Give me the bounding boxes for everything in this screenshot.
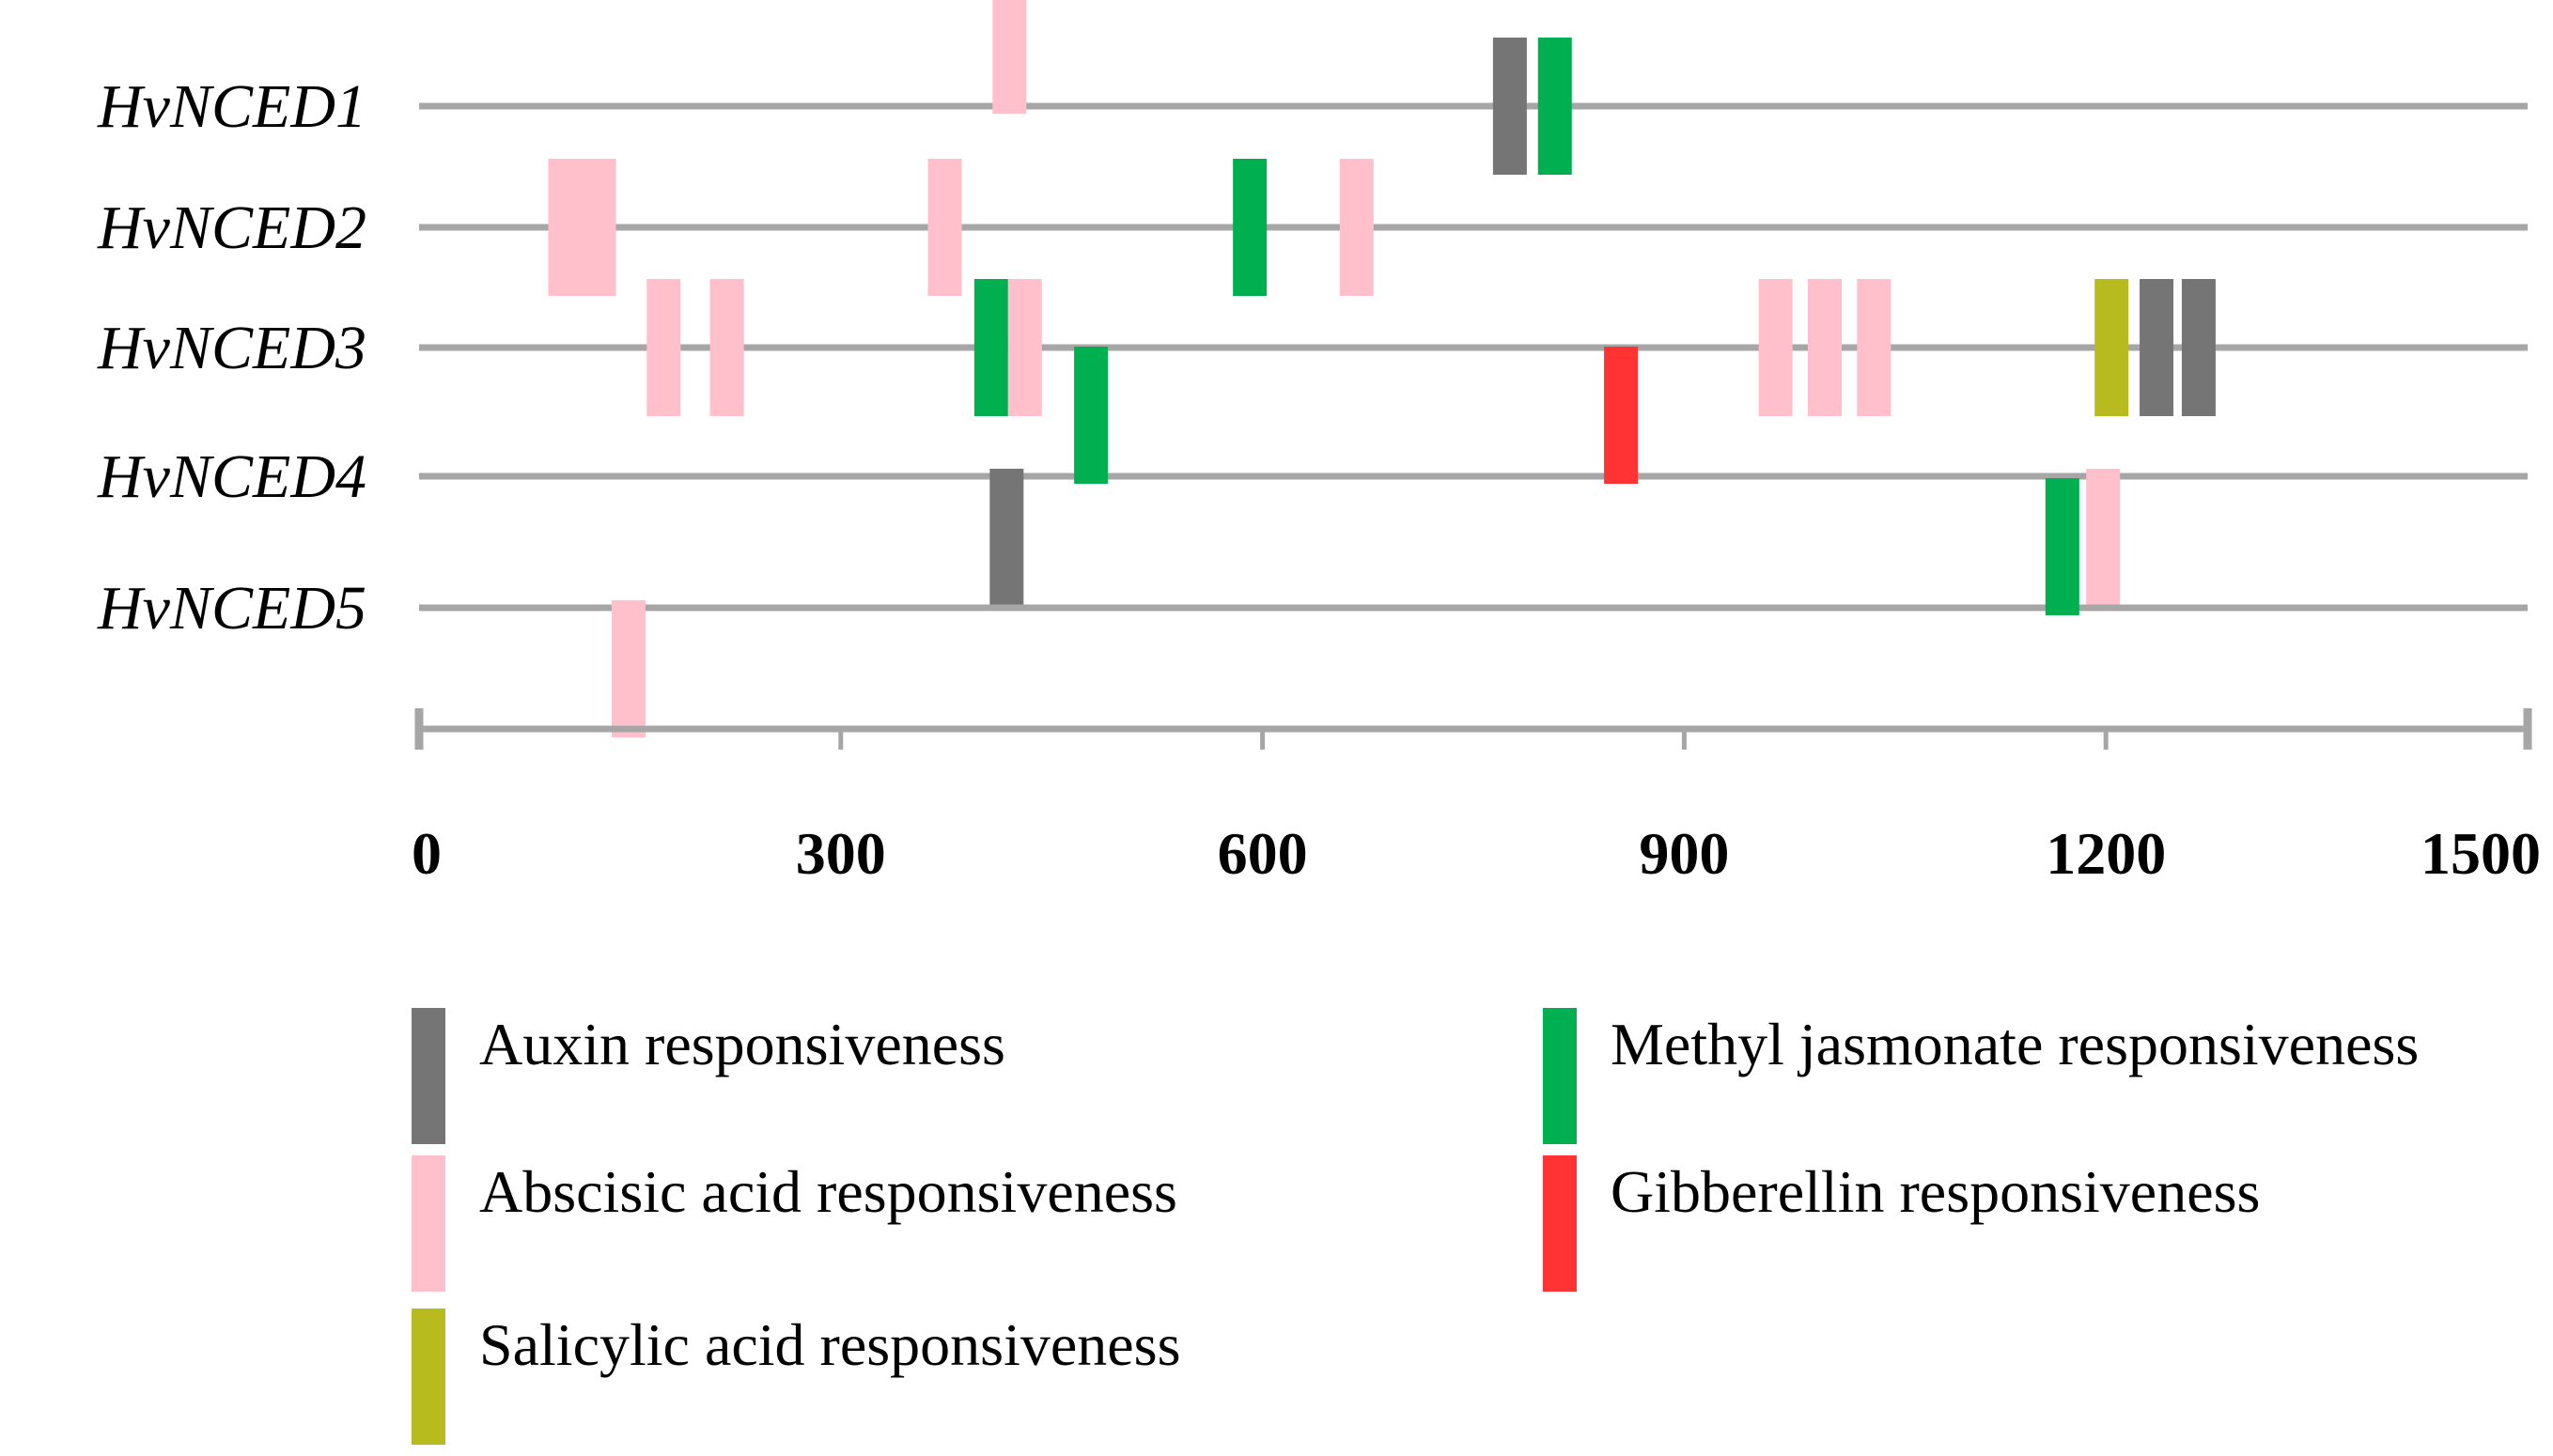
legend-item-sa: Salicylic acid responsiveness <box>412 1309 1180 1445</box>
cis-element-aba <box>709 279 744 416</box>
axis-tick-label: 1500 <box>2421 820 2541 887</box>
axis-tick-label: 300 <box>796 820 886 887</box>
gene-label: HvNCED4 <box>97 442 366 511</box>
cis-element-aba <box>646 279 681 416</box>
axis-tick-label: 900 <box>1639 820 1729 887</box>
gene-label: HvNCED3 <box>97 314 366 382</box>
cis-element-auxin <box>1492 38 1527 175</box>
gene-row: HvNCED2 <box>97 159 2528 296</box>
legend-swatch <box>412 1155 445 1292</box>
legend-label: Methyl jasmonate responsiveness <box>1611 1011 2419 1077</box>
axis-tick-label: 0 <box>412 820 442 887</box>
cis-element-aba <box>1857 279 1891 416</box>
cis-element-meja <box>973 279 1008 416</box>
legend-swatch <box>412 1008 445 1144</box>
legend-label: Auxin responsiveness <box>479 1011 1005 1077</box>
gene-row: HvNCED5 <box>97 478 2528 737</box>
legend-swatch <box>1543 1008 1577 1144</box>
axis-tick-label: 1200 <box>2046 820 2166 887</box>
legend-label: Salicylic acid responsiveness <box>479 1311 1180 1378</box>
cis-element-meja <box>1233 159 1268 296</box>
legend-label: Gibberellin responsiveness <box>1611 1158 2260 1225</box>
gene-label: HvNCED1 <box>97 72 366 141</box>
cis-element-auxin <box>2181 279 2216 416</box>
cis-element-aba <box>1758 279 1793 416</box>
position-axis: 0 300 600 900 1200 1500 <box>412 708 2541 887</box>
cis-element-aba <box>1339 159 1374 296</box>
cis-element-aba <box>1808 279 1842 416</box>
legend-item-ga: Gibberellin responsiveness <box>1543 1155 2260 1292</box>
cis-element-auxin <box>989 469 1024 606</box>
cis-element-meja <box>2045 478 2079 615</box>
legend: Auxin responsiveness Abscisic acid respon… <box>412 1008 2419 1445</box>
gene-tracks: HvNCED1 HvNCED2 HvNCED3 HvNCED4 HvNCED5 <box>97 0 2528 737</box>
gene-row: HvNCED3 <box>97 279 2528 416</box>
cis-element-aba <box>992 0 1027 114</box>
legend-item-auxin: Auxin responsiveness <box>412 1008 1005 1144</box>
legend-swatch <box>1543 1155 1577 1292</box>
cis-element-aba <box>1007 279 1042 416</box>
cis-element-sa <box>2094 279 2129 416</box>
gene-label: HvNCED5 <box>97 574 366 643</box>
cis-element-aba <box>2086 469 2121 606</box>
cis-element-aba <box>548 159 616 296</box>
legend-label: Abscisic acid responsiveness <box>479 1158 1177 1225</box>
axis-tick-label: 600 <box>1218 820 1308 887</box>
legend-swatch <box>412 1309 445 1445</box>
cis-element-aba <box>611 600 646 737</box>
legend-item-meja: Methyl jasmonate responsiveness <box>1543 1008 2419 1144</box>
legend-item-aba: Abscisic acid responsiveness <box>412 1155 1177 1292</box>
gene-row: HvNCED1 <box>97 0 2528 175</box>
cis-element-ga <box>1604 347 1639 484</box>
gene-label: HvNCED2 <box>97 194 366 262</box>
gene-row: HvNCED4 <box>97 347 2528 606</box>
cis-element-meja <box>1074 347 1109 484</box>
cis-element-aba <box>927 159 962 296</box>
cis-element-auxin <box>2140 279 2174 416</box>
cis-element-meja <box>1537 38 1572 175</box>
